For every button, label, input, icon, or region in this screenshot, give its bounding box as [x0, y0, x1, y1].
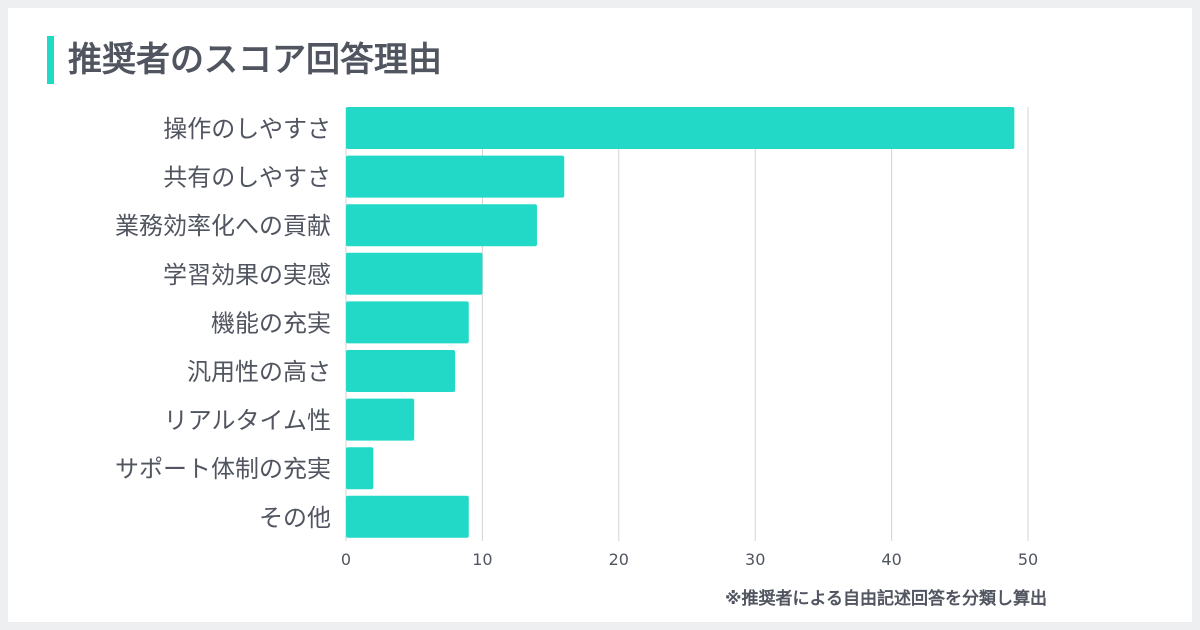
- x-tick-label-50: 50: [1018, 550, 1038, 569]
- category-label-4: 学習効果の実感: [163, 261, 331, 289]
- category-label-1: 操作のしやすさ: [163, 115, 331, 143]
- category-label-3: 業務効率化への貢献: [115, 212, 331, 240]
- category-labels: 操作のしやすさ共有のしやすさ業務効率化への貢献学習効果の実感機能の充実汎用性の高…: [115, 115, 331, 532]
- x-tick-label-20: 20: [609, 550, 629, 569]
- footnote: ※推奨者による自由記述回答を分類し算出: [724, 589, 1047, 609]
- category-label-5: 機能の充実: [211, 309, 331, 337]
- x-tick-label-0: 0: [341, 550, 351, 569]
- bar-5: [346, 301, 469, 344]
- bar-4: [346, 252, 483, 295]
- bars: [346, 107, 1015, 538]
- bar-6: [346, 350, 456, 392]
- bar-3: [346, 204, 537, 247]
- bar-7: [346, 398, 415, 441]
- category-label-7: リアルタイム性: [164, 407, 331, 435]
- bar-2: [346, 155, 565, 198]
- x-tick-label-40: 40: [881, 550, 901, 569]
- bar-8: [346, 447, 374, 490]
- category-label-2: 共有のしやすさ: [163, 164, 331, 192]
- x-tick-labels: 0 10 20 30 40 50: [341, 550, 1038, 569]
- bar-1: [346, 107, 1015, 149]
- category-label-6: 汎用性の高さ: [187, 358, 331, 386]
- category-label-8: サポート体制の充実: [115, 455, 331, 483]
- x-tick-label-10: 10: [472, 550, 492, 569]
- category-label-9: その他: [259, 504, 331, 532]
- title-accent-bar: [47, 36, 54, 84]
- bar-9: [346, 495, 469, 538]
- x-tick-label-30: 30: [745, 550, 765, 569]
- chart-title: 推奨者のスコア回答理由: [68, 40, 442, 80]
